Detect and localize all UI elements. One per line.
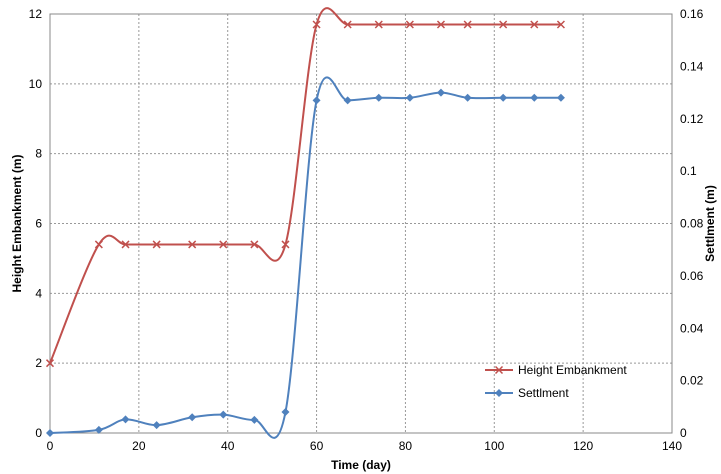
y-right-tick-label: 0 [680,426,687,440]
data-point [499,20,508,29]
data-point [343,20,352,29]
data-point [374,93,383,102]
y-right-tick-label: 0.08 [680,217,704,231]
x-axis-title: Time (day) [331,458,391,472]
y-axis-right-title: Settlment (m) [703,185,717,262]
y-left-tick-label: 8 [35,147,42,161]
series-line [49,76,561,439]
data-point [312,20,321,29]
x-tick-label: 80 [399,439,413,453]
data-point [312,96,321,105]
legend-item: Settlment [485,386,569,400]
data-point [94,240,103,249]
data-point [530,20,539,29]
data-point [463,20,472,29]
data-point [436,20,446,29]
y-right-tick-label: 0.1 [680,164,697,178]
y-left-tick-label: 4 [35,286,42,300]
legend-item: Height Embankment [485,363,627,377]
x-tick-label: 60 [310,439,324,453]
data-point [530,93,539,102]
data-point [45,359,55,368]
grid-lines [50,14,672,433]
data-point [463,93,472,102]
y-left-tick-label: 6 [35,217,42,231]
y-left-tick-label: 0 [35,426,42,440]
data-point [152,240,161,249]
data-point [121,240,130,249]
plot-area [49,13,673,434]
legend-marker [494,365,504,375]
legend-label: Settlment [518,386,569,400]
data-point [219,410,228,419]
y-right-tick-label: 0.12 [680,112,704,126]
settlment-series [46,76,565,439]
data-point [250,415,259,424]
data-point [436,88,445,97]
series-layer [45,7,565,439]
y-left-tick-label: 2 [35,356,42,370]
data-point [343,96,352,105]
tick-labels: 0 20 40 60 80 100 120 14002468101200.020.040.06… [29,7,704,453]
y-right-tick-label: 0.02 [680,374,704,388]
y-left-tick-label: 10 [29,77,43,91]
y-right-tick-label: 0.04 [680,321,704,335]
y-right-tick-label: 0.16 [680,7,704,21]
legend-marker [495,389,503,397]
data-point [219,240,228,249]
data-point [250,240,259,249]
y-right-tick-label: 0.06 [680,269,704,283]
height-embankment-series [45,7,565,368]
y-right-tick-label: 0.14 [680,59,704,73]
y-axis-left-title: Height Embankment (m) [10,154,24,292]
x-tick-label: 140 [662,439,682,453]
data-point [281,408,290,417]
data-point [405,93,414,102]
x-tick-label: 20 [132,439,146,453]
data-point [405,20,414,29]
data-point [94,425,103,434]
data-point [121,415,130,424]
data-point [152,421,161,430]
data-point [46,429,54,437]
legend-label: Height Embankment [518,363,627,377]
data-point [281,240,290,249]
data-point [188,413,197,422]
x-tick-label: 120 [573,439,593,453]
x-tick-label: 0 [47,439,54,453]
series-line [49,7,561,364]
data-point [188,240,197,249]
data-point [556,20,565,29]
x-tick-label: 40 [221,439,235,453]
legend: Height Embankment Settlment [485,363,627,400]
x-tick-label: 100 [484,439,504,453]
data-point [374,20,383,29]
data-point [556,93,565,102]
data-point [499,93,508,102]
y-left-tick-label: 12 [29,7,43,21]
